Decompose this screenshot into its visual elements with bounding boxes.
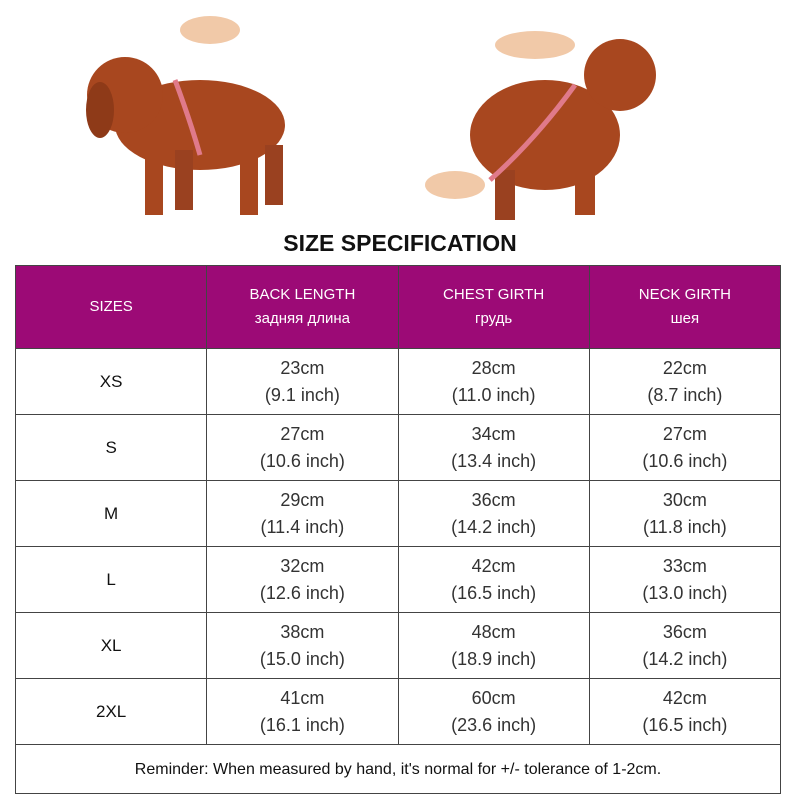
measurement-cm: 41cm [280,687,325,708]
measurement-inch: (11.0 inch) [451,384,536,405]
measurement-cell: 30cm (11.8 inch) [588,480,782,547]
measurement-inch: (11.8 inch) [643,516,727,537]
measurement-cm: 36cm [471,489,516,510]
measurement-cm: 29cm [280,489,325,510]
measurement-cm: 23cm [280,357,325,378]
measurement-cell: 27cm (10.6 inch) [588,414,782,481]
measurement-cell: 36cm (14.2 inch) [397,480,590,547]
table-row: M 29cm (11.4 inch) 36cm (14.2 inch) 30cm (11.8… [14,480,782,547]
header-label-ru: шея [670,310,700,327]
reminder-row: Reminder: When measured by hand, it's no… [15,744,781,794]
table-row: XL 38cm (15.0 inch) 48cm (18.9 inch) 36cm (14.… [14,612,782,679]
measurement-cm: 28cm [471,357,516,378]
header-label: SIZES [89,298,133,315]
measurement-cell: 41cm (16.1 inch) [206,678,399,745]
measurement-cm: 42cm [471,555,516,576]
measurement-cm: 27cm [662,423,707,444]
measurement-cm: 30cm [662,489,707,510]
table-row: XS 23cm (9.1 inch) 28cm (11.0 inch) 22cm (8.7 … [14,348,782,415]
measurement-cm: 34cm [471,423,516,444]
table-header-row: SIZES BACK LENGTH задняя длина CHEST GIRT… [14,265,782,349]
dog-measure-back-photo [425,31,656,220]
measurement-cm: 36cm [662,621,707,642]
measurement-inch: (8.7 inch) [647,384,723,405]
header-back-length: BACK LENGTH задняя длина [206,265,399,349]
measurement-cell: 33cm (13.0 inch) [588,546,782,613]
measurement-cell: 36cm (14.2 inch) [588,612,782,679]
measurement-inch: (23.6 inch) [451,714,537,735]
measurement-inch: (16.5 inch) [642,714,728,735]
header-label-ru: задняя длина [254,310,350,327]
header-label-ru: грудь [475,310,513,327]
measurement-cell: 34cm (13.4 inch) [397,414,590,481]
measurement-inch: (18.9 inch) [451,648,537,669]
measurement-cell: 32cm (12.6 inch) [206,546,399,613]
measurement-cell: 29cm (11.4 inch) [206,480,399,547]
measurement-cell: 38cm (15.0 inch) [206,612,399,679]
measurement-inch: (15.0 inch) [259,648,345,669]
measurement-inch: (10.6 inch) [642,450,728,471]
measurement-cm: 33cm [662,555,707,576]
measurement-cm: 38cm [280,621,325,642]
measurement-cm: 32cm [280,555,325,576]
size-label: M [14,480,208,547]
reminder-text: Reminder: When measured by hand, it's no… [15,744,781,794]
measurement-cm: 60cm [471,687,516,708]
header-label: NECK GIRTH [638,286,731,303]
measurement-inch: (14.2 inch) [451,516,537,537]
measurement-cell: 23cm (9.1 inch) [206,348,399,415]
header-label: CHEST GIRTH [443,286,545,303]
size-label: L [14,546,208,613]
size-label: S [14,414,208,481]
measurement-cell: 60cm (23.6 inch) [397,678,590,745]
measurement-cell: 42cm (16.5 inch) [588,678,782,745]
table-row: S 27cm (10.6 inch) 34cm (13.4 inch) 27cm (10.6… [14,414,782,481]
header-sizes: SIZES [14,265,208,349]
measurement-cell: 28cm (11.0 inch) [397,348,590,415]
measurement-cm: 48cm [471,621,516,642]
page-title: SIZE SPECIFICATION [283,230,517,256]
header-label: BACK LENGTH [249,286,356,303]
header-chest-girth: CHEST GIRTH грудь [397,265,590,349]
header-neck-girth: NECK GIRTH шея [588,265,782,349]
measurement-cell: 22cm (8.7 inch) [588,348,782,415]
size-label: XS [14,348,208,415]
measurement-cell: 42cm (16.5 inch) [397,546,590,613]
measurement-inch: (9.1 inch) [264,384,340,405]
table-row: L 32cm (12.6 inch) 42cm (16.5 inch) 33cm (13.0… [14,546,782,613]
measurement-cm: 22cm [662,357,707,378]
measurement-inch: (14.2 inch) [642,648,728,669]
measurement-inch: (16.5 inch) [451,582,537,603]
dog-measure-neck-photo [86,16,285,215]
measurement-cm: 42cm [662,687,707,708]
measurement-inch: (13.0 inch) [642,582,728,603]
measurement-inch: (13.4 inch) [451,450,537,471]
size-label: 2XL [14,678,208,745]
measurement-inch: (12.6 inch) [259,582,345,603]
measurement-inch: (10.6 inch) [259,450,345,471]
measurement-cell: 48cm (18.9 inch) [397,612,590,679]
measurement-inch: (11.4 inch) [260,516,345,537]
table-row: 2XL 41cm (16.1 inch) 60cm (23.6 inch) 42cm (16… [14,678,782,745]
measurement-cell: 27cm (10.6 inch) [206,414,399,481]
size-label: XL [14,612,208,679]
measurement-cm: 27cm [280,423,325,444]
measurement-inch: (16.1 inch) [259,714,345,735]
size-table: SIZES BACK LENGTH задняя длина CHEST GIRT… [14,265,782,794]
